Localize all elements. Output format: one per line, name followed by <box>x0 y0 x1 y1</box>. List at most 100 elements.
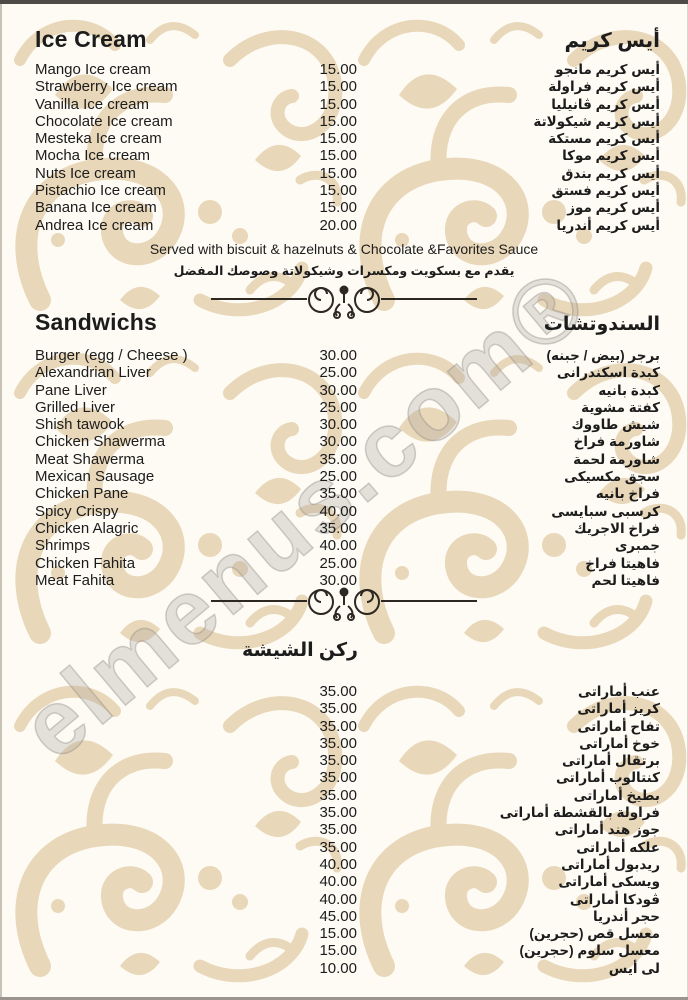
item-name-en: Banana Ice cream <box>35 199 157 217</box>
item-name-en <box>35 908 255 925</box>
section-header-ice-cream: Ice Cream أيس كريم <box>35 26 660 53</box>
menu-item-row: Chicken Pane 35.00 فراخ بانيه <box>35 485 660 502</box>
item-name-ar: شاورمة فراخ <box>573 434 660 450</box>
item-name-en <box>35 942 255 959</box>
menu-item-row: 10.00 لى أيس <box>35 960 660 977</box>
item-name-en <box>35 960 255 977</box>
menu-item-row: Mango Ice cream 15.00 أيس كريم مانجو <box>35 61 660 78</box>
item-price: 15.00 <box>319 61 357 78</box>
item-name-en: Mexican Sausage <box>35 468 155 486</box>
menu-item-row: Shrimps 40.00 جمبرى <box>35 537 660 554</box>
sandwichs-title-ar: السندوتشات <box>543 314 660 335</box>
item-name-en <box>35 787 255 804</box>
item-price: 30.00 <box>319 416 357 434</box>
item-name-en: Chicken Pane <box>35 485 129 503</box>
menu-item-row: Vanilla Ice cream 15.00 أيس كريم ڤانيليا <box>35 96 660 113</box>
item-name-ar: شيش طاووك <box>571 417 660 433</box>
bottom-border-line <box>0 997 688 1000</box>
menu-item-row: Alexandrian Liver 25.00 كبدة اسكندرانى <box>35 364 660 381</box>
section-header-sandwichs: Sandwichs السندوتشات <box>35 309 660 336</box>
menu-item-row: Mesteka Ice cream 15.00 أيس كريم مستكة <box>35 130 660 147</box>
menu-item-row: Meat Shawerma 35.00 شاورمة لحمة <box>35 451 660 468</box>
item-name-en: Chicken Fahita <box>35 554 136 572</box>
flourish-divider-icon <box>211 285 477 319</box>
item-name-en <box>35 839 255 856</box>
item-price: 40.00 <box>319 890 357 908</box>
item-price: 35.00 <box>319 752 357 770</box>
item-name-en: Meat Fahita <box>35 571 115 589</box>
item-name-en <box>35 873 255 890</box>
ice-cream-note-en: Served with biscuit & hazelnuts & Chocol… <box>149 241 539 257</box>
item-name-en: Burger (egg / Cheese ) <box>35 347 188 364</box>
item-name-en: Mocha Ice cream <box>35 147 151 165</box>
menu-item-row: 15.00 معسل قص (حجرين) <box>35 925 660 942</box>
item-name-ar: برتقال أماراتى <box>562 753 660 769</box>
menu-item-row: Chicken Alagric 35.00 فراخ الاجريك <box>35 520 660 537</box>
ice-cream-title-ar: أيس كريم <box>564 30 660 52</box>
item-name-ar: بطيخ أماراتى <box>573 787 660 803</box>
item-price: 40.00 <box>319 502 357 520</box>
item-price: 45.00 <box>319 907 357 925</box>
item-name-ar: أيس كريم مستكة <box>548 131 660 147</box>
shisha-title-ar: ركن الشيشة <box>242 640 358 661</box>
item-name-ar: عنب أماراتى <box>578 684 660 699</box>
item-price: 15.00 <box>319 182 357 200</box>
shisha-item-list: 35.00 عنب أماراتى 35.00 كريز أماراتى 35.00 تف… <box>35 683 660 977</box>
item-name-ar: ڤودكا أماراتى <box>569 891 660 907</box>
menu-item-row: Nuts Ice cream 15.00 أيس كريم بندق <box>35 165 660 182</box>
top-border-line <box>0 0 688 4</box>
menu-item-row: 35.00 برتقال أماراتى <box>35 752 660 769</box>
item-name-ar: كبدة بانيه <box>598 382 660 398</box>
menu-item-row: Andrea Ice cream 20.00 أيس كريم أندريا <box>35 217 660 234</box>
menu-item-row: 45.00 حجر أندريا <box>35 908 660 925</box>
menu-item-row: 35.00 كنتالوب أماراتى <box>35 769 660 786</box>
item-name-ar: جوز هند أماراتى <box>554 822 660 838</box>
item-name-ar: كبدة اسكندرانى <box>556 365 660 381</box>
item-name-ar: ويسكى أماراتى <box>558 874 660 890</box>
item-name-ar: أيس كريم أندريا <box>556 217 660 233</box>
item-name-en: Andrea Ice cream <box>35 216 154 234</box>
item-price: 35.00 <box>319 804 357 822</box>
item-name-ar: كنتالوب أماراتى <box>556 770 660 786</box>
item-price: 15.00 <box>319 95 357 113</box>
item-price: 10.00 <box>319 959 357 977</box>
item-name-ar: برجر (بيض / جبنه) <box>546 348 660 363</box>
item-price: 25.00 <box>319 468 357 486</box>
sandwichs-item-list: Burger (egg / Cheese ) 30.00 برجر (بيض / ج… <box>35 347 660 589</box>
menu-item-row: 15.00 معسل سلوم (حجرين) <box>35 942 660 959</box>
item-price: 40.00 <box>319 873 357 891</box>
item-name-en <box>35 925 255 942</box>
item-price: 35.00 <box>319 717 357 735</box>
item-price: 40.00 <box>319 855 357 873</box>
menu-item-row: Grilled Liver 25.00 كفتة مشوية <box>35 399 660 416</box>
menu-item-row: Strawberry Ice cream 15.00 أيس كريم فراولة <box>35 78 660 95</box>
sandwichs-title-en: Sandwichs <box>35 309 157 335</box>
item-price: 35.00 <box>319 734 357 752</box>
menu-item-row: 35.00 علكه أماراتى <box>35 839 660 856</box>
item-name-en <box>35 700 255 717</box>
menu-item-row: Shish tawook 30.00 شيش طاووك <box>35 416 660 433</box>
item-name-ar: معسل قص (حجرين) <box>529 926 660 942</box>
item-name-en: Vanilla Ice cream <box>35 95 149 113</box>
item-name-ar: سجق مكسيكى <box>564 469 660 485</box>
item-name-ar: حجر أندريا <box>592 908 660 924</box>
item-name-ar: شاورمة لحمة <box>573 451 660 467</box>
menu-item-row: Chocolate Ice cream 15.00 أيس كريم شيكولات… <box>35 113 660 130</box>
item-price: 35.00 <box>319 821 357 839</box>
item-name-en: Mango Ice cream <box>35 61 151 78</box>
item-name-ar: جمبرى <box>614 538 660 554</box>
menu-item-row: 35.00 جوز هند أماراتى <box>35 821 660 838</box>
item-name-en: Meat Shawerma <box>35 450 145 468</box>
menu-item-row: Chicken Shawerma 30.00 شاورمة فراخ <box>35 433 660 450</box>
flourish-divider-icon <box>211 587 477 621</box>
item-name-ar: لى أيس <box>608 960 660 976</box>
ice-cream-note-ar: يقدم مع بسكويت ومكسرات وشيكولاتة وصوصك ا… <box>173 264 515 278</box>
item-name-ar: خوخ أماراتى <box>579 735 660 751</box>
item-name-en <box>35 683 255 700</box>
item-price: 35.00 <box>319 838 357 856</box>
item-name-ar: ريدبول أماراتى <box>561 856 660 872</box>
item-price: 20.00 <box>319 216 357 234</box>
item-name-ar: فراولة بالقشطة أماراتى <box>499 805 660 821</box>
item-name-en: Chicken Alagric <box>35 519 139 537</box>
